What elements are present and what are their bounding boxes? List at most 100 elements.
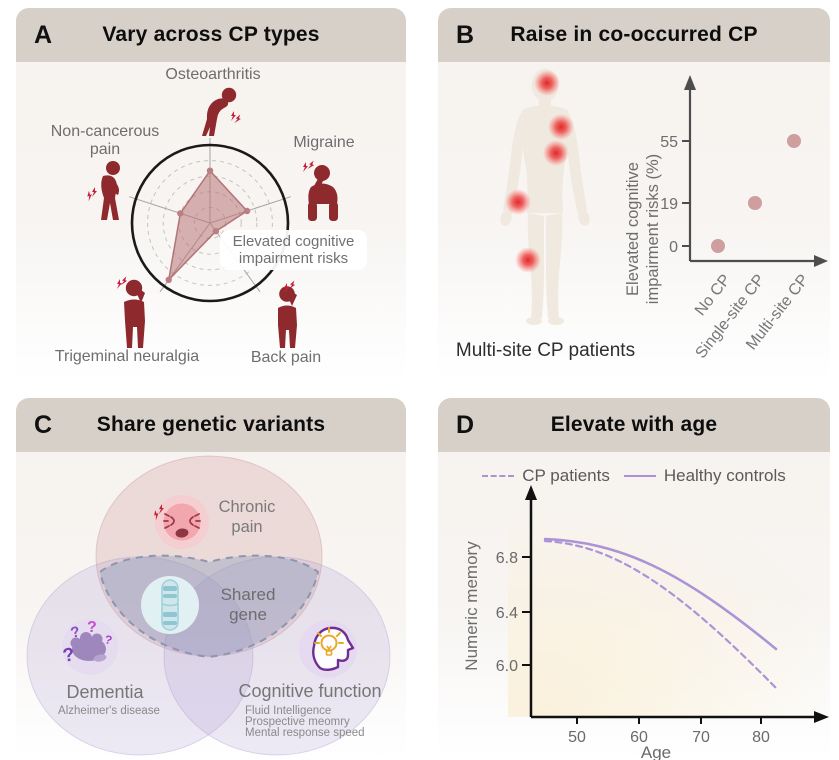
question-mark-icon: ? [87, 619, 97, 636]
pain-face-icon [154, 495, 209, 549]
radar-center-annotation: Elevated cognitive impairment risks [220, 230, 367, 270]
radar-outer-circle [130, 143, 290, 303]
curve-healthy-controls [543, 537, 778, 651]
venn-sub-prospective-memory: Prospective meomry [245, 716, 350, 728]
venn-label-chronic-line2: pain [231, 518, 262, 536]
pain-bolt-icon [231, 111, 241, 124]
panel-a-header: A Vary across CP types [16, 8, 406, 62]
radar-center-annotation-line2: impairment risks [238, 250, 349, 267]
scatter-point-no-cp [711, 239, 725, 253]
venn-circle-cognitive [163, 556, 391, 756]
ytick-6-4: 6.4 [496, 605, 518, 622]
xtick-80: 80 [752, 729, 770, 746]
y-axis-arrow-icon [525, 485, 537, 500]
line-chart-legend: CP patients Healthy controls [438, 466, 830, 486]
venn-label-dementia: Dementia [66, 682, 144, 702]
panel-c-letter: C [34, 411, 53, 439]
panel-c-header: C Share genetic variants [16, 398, 406, 452]
scatter-y-axis-label-line2: impairment risks (%) [644, 153, 662, 305]
xtick-70: 70 [692, 729, 710, 746]
brain-question-icon: ? ? ? ? [61, 619, 118, 675]
radar-label-non-cancerous-line1: Non-cancerous [50, 123, 160, 140]
panel-b-header: B Raise in co-occurred CP [438, 8, 830, 62]
panel-d: D Elevate with age CP patients Healthy c… [438, 398, 830, 760]
x-axis-label-age: Age [641, 743, 671, 760]
question-mark-icon: ? [69, 623, 82, 642]
human-body-icon [500, 68, 590, 325]
non-cancerous-pain-person-icon [87, 161, 120, 220]
radar-series [165, 167, 251, 283]
panel-b-letter: B [456, 21, 475, 49]
x-axis-arrow-icon [814, 255, 828, 267]
question-mark-icon: ? [61, 644, 76, 667]
scatter-plot: 55 19 0 [660, 75, 828, 267]
osteoarthritis-person-icon [202, 87, 241, 136]
radar-label-non-cancerous: Non-cancerous pain [35, 123, 175, 159]
radar-label-trigeminal: Trigeminal neuralgia [54, 348, 200, 365]
radar-point-osteoarthritis [206, 167, 214, 174]
pain-bolt-icon [154, 504, 164, 521]
pain-bolt-icon [87, 187, 97, 202]
radar-point-migraine [243, 207, 251, 215]
venn-sub-fluid-intelligence: Fluid Intelligence [245, 705, 331, 717]
scatter-ytick-19: 19 [660, 196, 678, 213]
pain-bolt-icon [117, 276, 128, 289]
radar-chart [87, 87, 338, 348]
venn-label-alzheimers: Alzheimer's disease [58, 705, 160, 717]
head-lightbulb-icon [299, 620, 357, 678]
panel-b: B Raise in co-occurred CP [438, 8, 830, 380]
scatter-ytick-55: 55 [660, 134, 678, 151]
xtick-60: 60 [630, 729, 648, 746]
panel-c-body: ? ? ? ? Chronic [16, 452, 406, 760]
scatter-point-single-site [748, 196, 762, 210]
pain-bolt-icon [284, 280, 296, 293]
venn-diagram: ? ? ? ? Chronic [26, 455, 391, 756]
radar-point-back-pain [212, 228, 220, 235]
radar-label-migraine: Migraine [293, 134, 355, 151]
panel-a-title: Vary across CP types [102, 23, 320, 46]
migraine-person-icon [303, 160, 338, 221]
panel-c-title: Share genetic variants [96, 413, 326, 436]
venn-label-cognitive: Cognitive function [238, 681, 381, 701]
venn-label-shared-line1: Shared [221, 585, 276, 604]
radar-point-trigeminal [165, 276, 172, 283]
radar-point-non-cancerous [177, 210, 184, 217]
pain-spot-icon [505, 70, 574, 273]
panel-c: C Share genetic variants [16, 398, 406, 760]
panel-d-title: Elevate with age [550, 413, 718, 436]
legend-item-cp-patients: CP patients [482, 466, 610, 486]
scatter-ytick-0: 0 [669, 239, 678, 256]
chromosome-icon [141, 576, 199, 634]
panel-a-letter: A [34, 21, 53, 49]
panel-d-header: D Elevate with age [438, 398, 830, 452]
panel-d-body: CP patients Healthy controls [438, 452, 830, 760]
panel-b-title: Raise in co-occurred CP [510, 23, 758, 46]
scatter-y-axis-label: Elevated cognitive impairment risks (%) [623, 119, 665, 339]
plot-background [508, 487, 826, 717]
line-chart-y-axis-label: Numeric memory [462, 541, 481, 671]
ytick-6-0: 6.0 [496, 658, 518, 675]
scatter-y-axis-label-line1: Elevated cognitive [624, 162, 642, 296]
xtick-50: 50 [568, 729, 586, 746]
panel-d-letter: D [456, 411, 475, 439]
radar-label-non-cancerous-line2: pain [89, 141, 121, 158]
trigeminal-neuralgia-person-icon [117, 276, 145, 348]
ytick-6-8: 6.8 [496, 550, 518, 567]
venn-sub-mental-response-speed: Mental response speed [245, 727, 365, 739]
line-chart: 6.8 6.4 6.0 50 60 70 80 Age [496, 485, 829, 760]
radar-label-back-pain: Back pain [250, 349, 322, 366]
curve-cp-patients [543, 539, 778, 690]
question-mark-icon: ? [103, 632, 113, 647]
line-chart-axes [522, 485, 829, 724]
pain-bolt-icon [303, 160, 315, 172]
back-pain-person-icon [278, 280, 297, 348]
dashed-line-swatch-icon [482, 475, 515, 477]
panel-b-graphic: 55 19 0 [500, 68, 828, 325]
legend-item-healthy-controls: Healthy controls [623, 466, 786, 486]
legend-label-healthy-controls: Healthy controls [663, 466, 786, 485]
legend-label-cp-patients: CP patients [522, 466, 610, 485]
scatter-point-multi-site [787, 134, 801, 148]
panel-b-body: 55 19 0 [438, 62, 830, 380]
solid-line-swatch-icon [623, 475, 656, 477]
